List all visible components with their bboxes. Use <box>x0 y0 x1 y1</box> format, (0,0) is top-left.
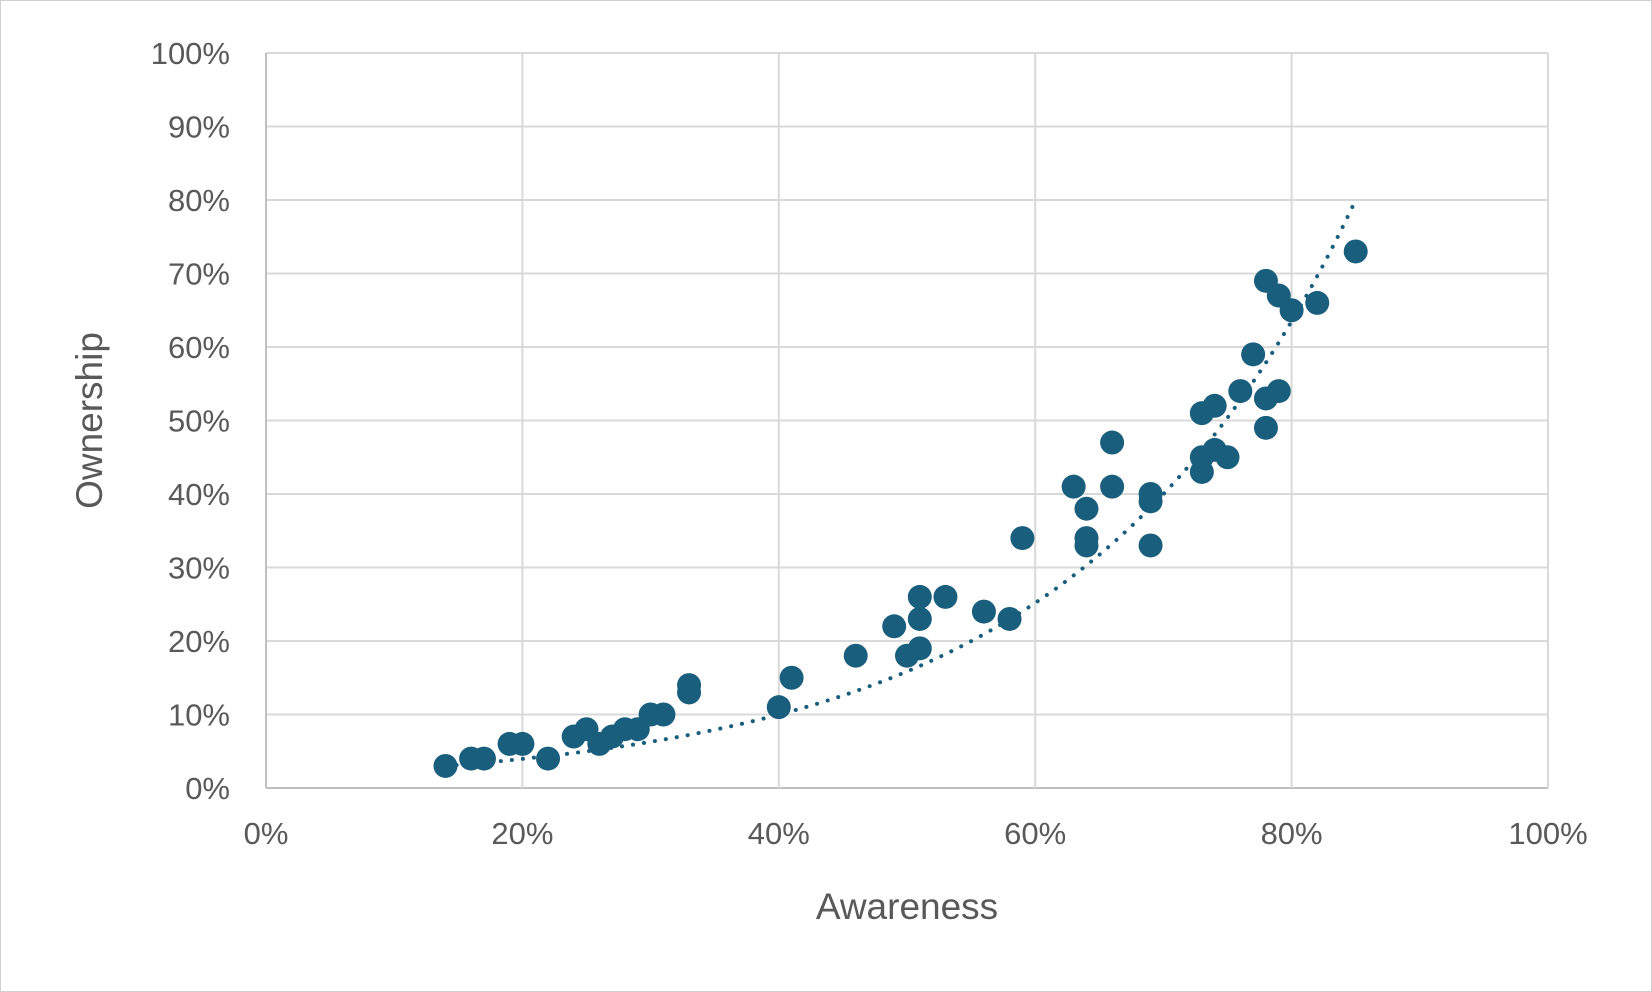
data-point <box>1138 533 1163 558</box>
data-point <box>1061 474 1086 499</box>
data-point <box>1138 489 1163 514</box>
data-point <box>766 695 791 720</box>
y-tick-label: 100% <box>151 36 230 71</box>
data-point <box>1241 342 1266 367</box>
data-point <box>536 746 561 771</box>
trendline-path <box>443 198 1358 768</box>
data-point <box>510 731 535 756</box>
data-point <box>1215 445 1240 470</box>
data-point <box>907 606 932 631</box>
data-point <box>933 584 958 609</box>
data-point <box>1343 239 1368 264</box>
data-point <box>1100 474 1125 499</box>
y-tick-label: 50% <box>168 404 230 439</box>
x-tick-label: 20% <box>491 816 553 851</box>
data-point <box>1074 533 1099 558</box>
data-points <box>433 239 1368 778</box>
tick-labels: 0% 10% 20% 30% 40% 50% 60% 70% 80% 90% 100% 0% 20% 40… <box>151 36 1588 851</box>
y-tick-label: 10% <box>168 698 230 733</box>
y-tick-label: 30% <box>168 551 230 586</box>
x-tick-label: 80% <box>1261 816 1323 851</box>
y-tick-label: 0% <box>185 771 230 806</box>
data-point <box>997 606 1022 631</box>
data-point <box>1010 526 1035 551</box>
data-point <box>1305 290 1330 315</box>
data-point <box>907 636 932 661</box>
data-point <box>779 665 804 690</box>
y-tick-label: 60% <box>168 330 230 365</box>
data-point <box>1202 393 1227 418</box>
y-tick-label: 90% <box>168 110 230 145</box>
y-tick-label: 40% <box>168 477 230 512</box>
x-tick-label: 100% <box>1508 816 1587 851</box>
data-point <box>471 746 496 771</box>
data-point <box>1189 459 1214 484</box>
data-point <box>1074 496 1099 521</box>
y-tick-label: 80% <box>168 183 230 218</box>
data-point <box>907 584 932 609</box>
data-point <box>1253 415 1278 440</box>
trendline <box>443 198 1358 768</box>
data-point <box>1228 379 1253 404</box>
x-tick-label: 40% <box>748 816 810 851</box>
x-tick-label: 60% <box>1004 816 1066 851</box>
data-point <box>882 614 907 639</box>
data-point <box>1279 298 1304 323</box>
data-point <box>843 643 868 668</box>
x-tick-label: 0% <box>244 816 289 851</box>
data-point <box>1100 430 1125 455</box>
grid <box>265 52 1549 789</box>
data-point <box>677 680 702 705</box>
x-axis-title: Awareness <box>816 886 998 927</box>
y-tick-label: 20% <box>168 624 230 659</box>
data-point <box>651 702 676 727</box>
data-point <box>1266 379 1291 404</box>
y-axis-title: Ownership <box>69 332 110 509</box>
y-tick-label: 70% <box>168 257 230 292</box>
data-point <box>971 599 996 624</box>
data-point <box>433 753 458 778</box>
